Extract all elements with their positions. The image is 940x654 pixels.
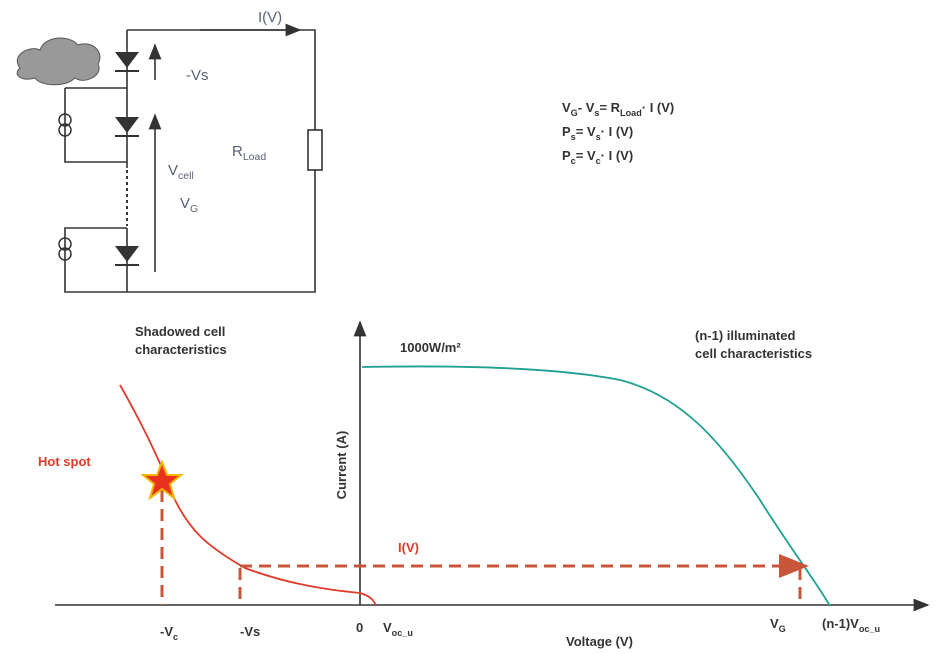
diodes	[115, 52, 139, 266]
circuit	[16, 23, 323, 293]
text-part: = V	[576, 148, 596, 163]
subscript: cell	[178, 170, 194, 182]
shadow-voltage: -Vs	[186, 67, 209, 84]
illuminated-label: cell characteristics	[695, 346, 812, 361]
subscript: s	[594, 108, 599, 118]
load-label: RLoad	[232, 143, 266, 163]
text-part: V	[168, 162, 178, 179]
text-part: V	[562, 100, 571, 115]
subscript: Load	[243, 151, 267, 163]
subscript: s	[596, 132, 601, 142]
x-label: -Vc	[160, 624, 178, 642]
x-label: 0	[356, 620, 363, 635]
resistor	[307, 129, 323, 171]
subscript: G	[190, 203, 198, 215]
graph	[55, 320, 930, 612]
subscript: s	[571, 132, 576, 142]
cell-voltage: Vcell	[168, 162, 194, 182]
x-label: Voc_u	[383, 620, 413, 638]
y-axis-label: Current (A)	[334, 431, 349, 500]
text-part: R	[232, 143, 243, 160]
current-sources	[58, 113, 72, 261]
hot-spot-star	[140, 459, 184, 501]
text-part: V	[383, 620, 392, 635]
cloud	[16, 37, 101, 86]
x-label: VG	[770, 616, 786, 634]
text-part: -V	[160, 624, 173, 639]
illuminated-curve	[361, 365, 831, 607]
subscript: G	[571, 108, 578, 118]
text-part: · I (V)	[601, 124, 634, 139]
equation: Ps= Vs· I (V)	[562, 124, 633, 142]
text-part: (n-1)V	[822, 616, 859, 631]
subscript: c	[596, 156, 601, 166]
x-axis-label: Voltage (V)	[566, 634, 633, 649]
text-part: P	[562, 124, 571, 139]
current-label: I(V)	[258, 9, 282, 26]
subscript: Load	[620, 108, 642, 118]
equation: Pc= Vc· I (V)	[562, 148, 633, 166]
illuminated-label: (n-1) illuminated	[695, 328, 795, 343]
irradiance: 1000W/m²	[400, 340, 461, 355]
text-part: - V	[578, 100, 595, 115]
text-part: · I (V)	[601, 148, 634, 163]
x-label: (n-1)Voc_u	[822, 616, 880, 634]
shadowed-curve	[119, 384, 377, 607]
dashed-guides	[160, 490, 802, 605]
text-part: P	[562, 148, 571, 163]
subscript: G	[779, 624, 786, 634]
hot-spot-label: Hot spot	[38, 454, 91, 469]
subscript: oc_u	[859, 624, 880, 634]
x-label: -Vs	[240, 624, 260, 639]
subscript: c	[571, 156, 576, 166]
text-part: V	[770, 616, 779, 631]
text-part: · I (V)	[642, 100, 675, 115]
equation: VG- Vs= RLoad· I (V)	[562, 100, 674, 118]
operating-current-label: I(V)	[398, 540, 419, 555]
wires	[64, 29, 316, 293]
text-part: = V	[576, 124, 596, 139]
text-part: V	[180, 195, 190, 212]
subscript: c	[173, 632, 178, 642]
string-voltage: VG	[180, 195, 198, 215]
shadowed-label: Shadowed cell	[135, 324, 225, 339]
subscript: oc_u	[392, 628, 413, 638]
text-part: = R	[599, 100, 620, 115]
shadowed-label: characteristics	[135, 342, 227, 357]
